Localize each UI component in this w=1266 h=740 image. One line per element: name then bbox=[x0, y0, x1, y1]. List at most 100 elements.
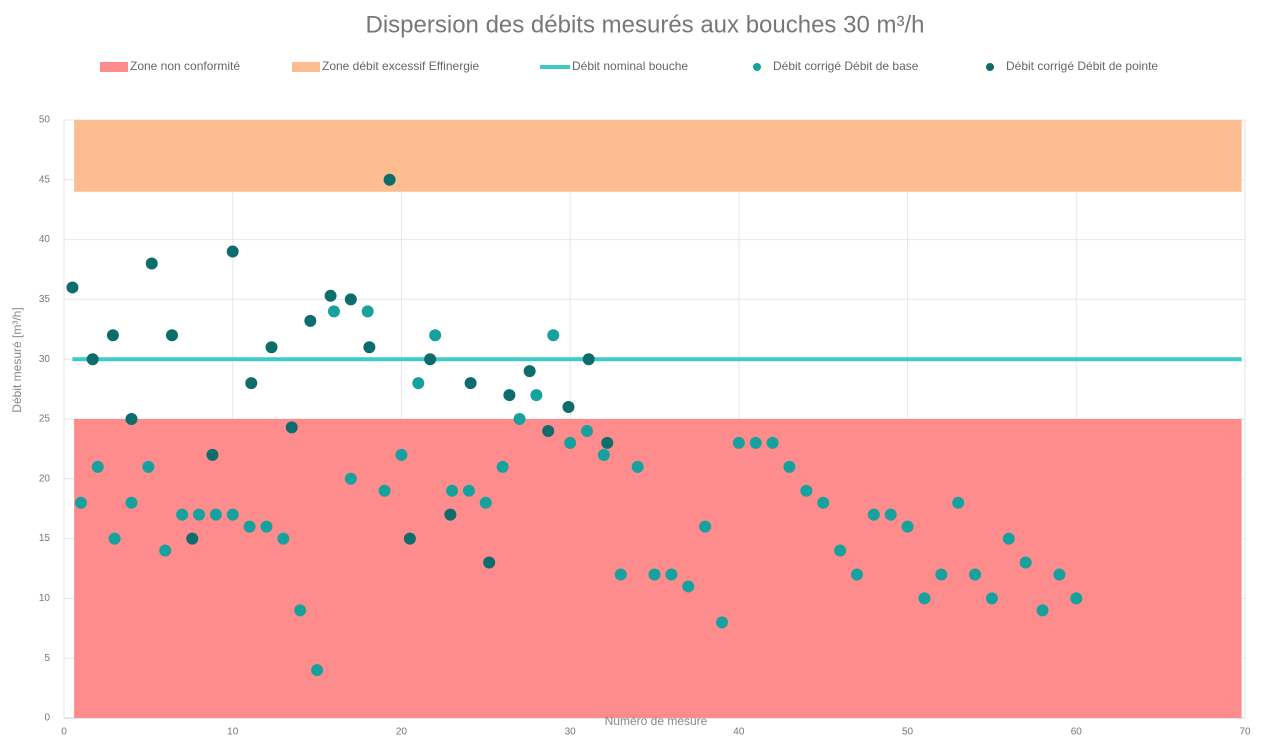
point bbox=[597, 448, 610, 461]
point bbox=[581, 424, 594, 437]
point bbox=[304, 314, 317, 327]
point bbox=[884, 508, 897, 521]
point bbox=[496, 460, 509, 473]
y-axis-label: Débit mesuré [m³/h] bbox=[10, 307, 24, 412]
point bbox=[523, 365, 536, 378]
point bbox=[564, 436, 577, 449]
point bbox=[952, 496, 965, 509]
point bbox=[530, 389, 543, 402]
point bbox=[142, 460, 155, 473]
point bbox=[766, 436, 779, 449]
y-tick-label: 35 bbox=[39, 294, 51, 305]
point bbox=[513, 413, 526, 425]
point bbox=[159, 544, 172, 557]
point bbox=[783, 460, 796, 473]
point bbox=[867, 508, 880, 521]
point bbox=[165, 329, 178, 342]
point bbox=[226, 245, 239, 258]
point bbox=[918, 592, 931, 605]
point bbox=[424, 353, 437, 366]
point bbox=[245, 377, 258, 390]
y-tick-label: 40 bbox=[39, 234, 51, 245]
point bbox=[682, 580, 695, 593]
point bbox=[935, 568, 948, 581]
point bbox=[901, 520, 914, 533]
point bbox=[699, 520, 712, 533]
legend-label: Zone non conformité bbox=[130, 59, 240, 73]
y-tick-label: 5 bbox=[44, 653, 50, 664]
point bbox=[542, 424, 555, 437]
zone bbox=[74, 419, 1242, 718]
x-tick-label: 10 bbox=[227, 727, 239, 738]
point bbox=[145, 257, 158, 270]
legend-swatch bbox=[100, 62, 128, 72]
point bbox=[800, 484, 813, 497]
point bbox=[969, 568, 982, 581]
x-axis-label: Numéro de mesure bbox=[605, 714, 708, 728]
x-tick-label: 70 bbox=[1239, 727, 1251, 738]
point bbox=[462, 484, 475, 497]
point bbox=[285, 421, 298, 434]
point bbox=[344, 293, 357, 306]
point bbox=[749, 436, 762, 449]
point bbox=[74, 496, 87, 509]
legend-swatch bbox=[292, 62, 320, 72]
point bbox=[1070, 592, 1083, 605]
x-tick-label: 0 bbox=[61, 727, 67, 738]
point bbox=[361, 305, 374, 318]
point bbox=[1053, 568, 1066, 581]
legend-label: Débit corrigé Débit de base bbox=[773, 59, 919, 73]
point bbox=[850, 568, 863, 581]
point bbox=[378, 484, 391, 497]
point bbox=[243, 520, 256, 533]
point bbox=[582, 353, 595, 366]
point bbox=[403, 532, 416, 545]
point bbox=[294, 604, 307, 617]
point bbox=[125, 413, 138, 425]
x-tick-label: 20 bbox=[396, 727, 408, 738]
point bbox=[344, 472, 357, 485]
x-tick-label: 40 bbox=[733, 727, 745, 738]
legend-swatch bbox=[753, 63, 761, 71]
point bbox=[125, 496, 138, 509]
legend-swatch bbox=[986, 63, 994, 71]
point bbox=[1002, 532, 1015, 545]
point bbox=[206, 448, 219, 461]
point bbox=[226, 508, 239, 521]
y-tick-label: 20 bbox=[39, 473, 51, 484]
point bbox=[106, 329, 119, 342]
point bbox=[186, 532, 199, 545]
point bbox=[395, 448, 408, 461]
y-tick-label: 45 bbox=[39, 174, 51, 185]
x-tick-label: 50 bbox=[902, 727, 914, 738]
point bbox=[86, 353, 99, 366]
point bbox=[66, 281, 79, 294]
point bbox=[108, 532, 121, 545]
point bbox=[732, 436, 745, 449]
point bbox=[817, 496, 830, 509]
point bbox=[260, 520, 273, 533]
point bbox=[429, 329, 442, 342]
point bbox=[327, 305, 340, 318]
point bbox=[176, 508, 189, 521]
y-tick-label: 50 bbox=[39, 115, 51, 126]
point bbox=[444, 508, 457, 521]
y-tick-label: 30 bbox=[39, 354, 51, 365]
point bbox=[834, 544, 847, 557]
point bbox=[483, 556, 496, 569]
point bbox=[383, 173, 396, 186]
point bbox=[665, 568, 678, 581]
point bbox=[324, 289, 337, 302]
y-tick-label: 15 bbox=[39, 533, 51, 544]
x-tick-label: 60 bbox=[1071, 727, 1083, 738]
point bbox=[547, 329, 560, 342]
y-tick-label: 10 bbox=[39, 593, 51, 604]
point bbox=[363, 341, 376, 354]
point bbox=[265, 341, 278, 354]
point bbox=[601, 436, 614, 449]
point bbox=[648, 568, 661, 581]
point bbox=[479, 496, 492, 509]
point bbox=[503, 389, 516, 402]
point bbox=[91, 460, 104, 473]
